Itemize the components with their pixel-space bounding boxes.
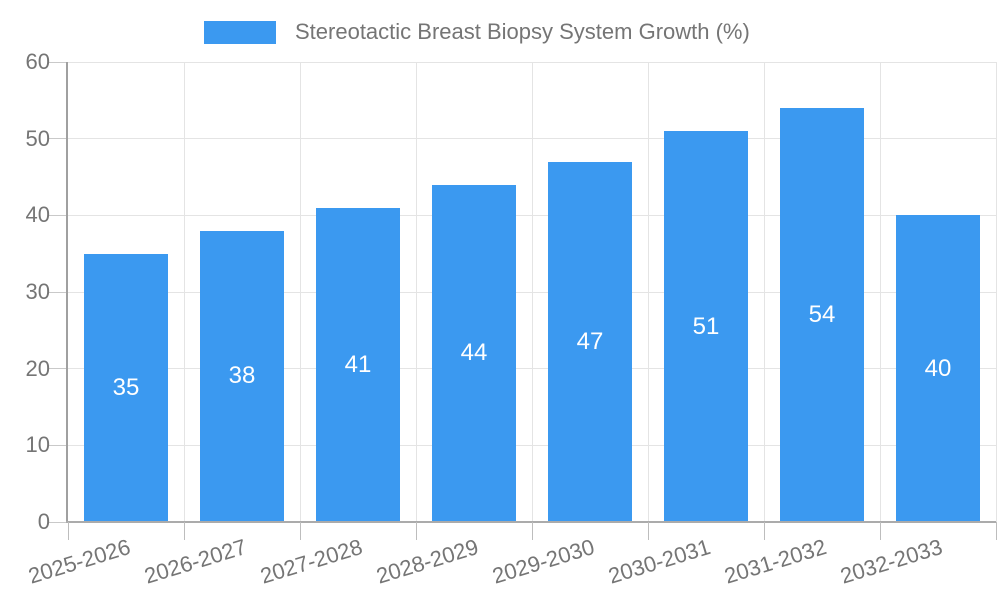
y-axis-line (66, 62, 68, 523)
bar: 51 (664, 131, 748, 522)
x-axis-tick (183, 522, 185, 540)
bar: 41 (316, 207, 400, 522)
x-axis-tick (299, 522, 301, 540)
bar-value-label: 47 (576, 327, 604, 355)
y-axis-tick-label: 0 (37, 509, 50, 534)
bar: 35 (84, 253, 168, 522)
y-axis-tick (48, 214, 68, 216)
bar-value-label: 38 (228, 362, 256, 390)
bar-value-label: 41 (344, 350, 372, 378)
y-axis-tick-label: 60 (25, 49, 50, 74)
x-axis-tick (647, 522, 649, 540)
bar: 44 (432, 184, 516, 522)
bar-value-label: 40 (924, 354, 952, 382)
bar: 54 (780, 108, 864, 522)
x-axis-tick (415, 522, 417, 540)
y-axis-tick-label: 30 (25, 279, 50, 304)
bar: 47 (548, 161, 632, 522)
plot-area: 35 38 41 44 47 51 54 40 (48, 61, 997, 540)
y-axis-tick-label: 10 (25, 432, 50, 458)
x-axis-tick (995, 522, 997, 540)
bar-value-label: 44 (460, 339, 488, 367)
y-axis-tick (48, 61, 68, 63)
x-axis-tick (763, 522, 765, 540)
bar-value-label: 51 (692, 312, 720, 340)
chart-legend[interactable]: Stereotactic Breast Biopsy System Growth… (204, 19, 750, 45)
x-axis-tick (531, 522, 533, 540)
gridline-vertical (531, 62, 533, 522)
y-axis-tick (48, 291, 68, 293)
gridline-vertical (415, 62, 417, 522)
y-axis-tick-label: 40 (25, 202, 50, 228)
x-axis-line (66, 521, 996, 523)
gridline-vertical (299, 62, 301, 522)
gridline-vertical (647, 62, 649, 522)
y-axis-tick (48, 521, 68, 523)
gridline-vertical (763, 62, 765, 522)
gridline-vertical (879, 62, 881, 522)
x-axis-tick (879, 522, 881, 540)
bar: 40 (896, 215, 980, 522)
bar-value-label: 54 (808, 301, 836, 328)
y-axis-tick (48, 368, 68, 370)
legend-label: Stereotactic Breast Biopsy System Growth… (295, 19, 750, 44)
gridline-vertical (995, 62, 997, 522)
y-axis-tick-label: 50 (25, 125, 50, 151)
y-axis-tick (48, 444, 68, 446)
bar-value-label: 35 (112, 373, 140, 401)
x-axis-tick (67, 522, 69, 540)
y-axis-tick-label: 20 (25, 355, 50, 381)
bar: 38 (200, 230, 284, 522)
gridline-vertical (183, 62, 185, 522)
legend-swatch-icon (204, 20, 276, 44)
y-axis-tick (48, 138, 68, 140)
